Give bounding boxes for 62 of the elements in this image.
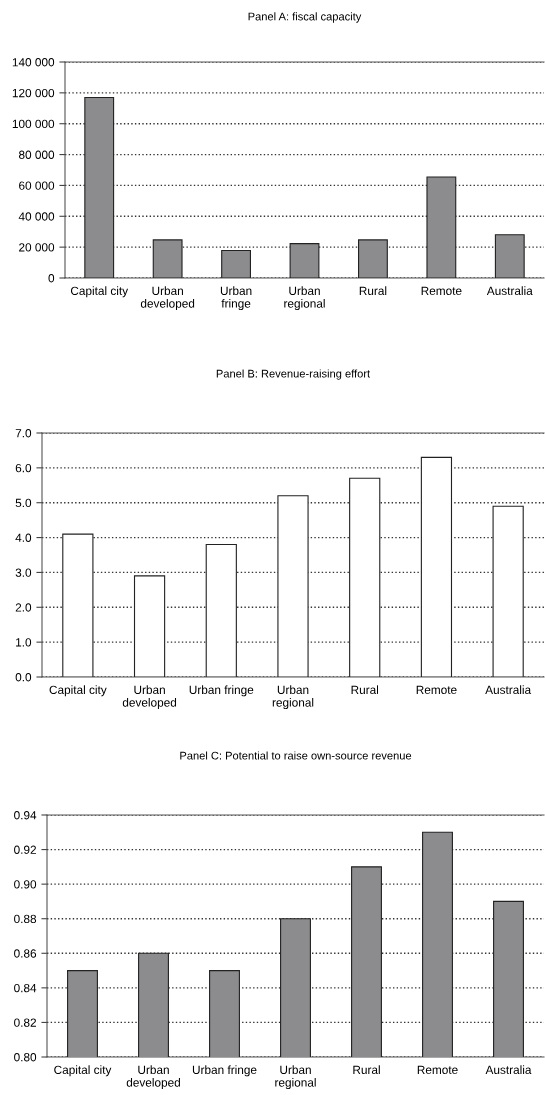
y-tick-label: 0.88	[14, 914, 37, 924]
x-tick-label: Urban fringe	[192, 1065, 257, 1077]
y-tick-label: 0.92	[14, 845, 36, 854]
bar	[420, 456, 453, 677]
y-tick-label: 0.84	[14, 983, 37, 993]
bar	[221, 249, 251, 278]
bar	[205, 543, 237, 677]
chart-title: Panel A: fiscal capacity	[248, 12, 362, 23]
y-tick-label: 100 000	[12, 119, 55, 129]
y-tick-label: 60 000	[19, 181, 55, 190]
x-tick-label: Urban regional	[275, 1065, 316, 1090]
x-tick-label: Remote	[421, 286, 462, 295]
bar	[277, 495, 309, 677]
bar	[492, 505, 524, 677]
x-tick-label: Remote	[416, 685, 457, 694]
x-tick-label: Capital city	[54, 1065, 112, 1077]
x-tick-label: Urban regional	[272, 685, 314, 710]
x-tick-label: Urban fringe	[220, 286, 252, 311]
y-tick-label: 2.0	[15, 603, 32, 612]
x-tick-label: Capital city	[70, 286, 129, 298]
bar	[152, 239, 183, 278]
y-tick-label: 20 000	[19, 243, 55, 252]
x-tick-label: Australia	[486, 286, 533, 295]
y-tick-label: 40 000	[18, 212, 55, 221]
x-tick-label: Urban developed	[122, 685, 177, 710]
y-tick-label: 7.0	[15, 429, 32, 438]
y-tick-label: 3.0	[15, 568, 32, 577]
y-tick-label: 4.0	[15, 533, 32, 542]
x-tick-label: Urban developed	[126, 1065, 180, 1090]
y-tick-label: 0.82	[14, 1018, 36, 1027]
y-tick-label: 0.80	[14, 1053, 37, 1062]
x-tick-label: Remote	[417, 1065, 458, 1074]
x-tick-label: Urban regional	[284, 286, 325, 311]
bar	[426, 176, 457, 278]
bar	[358, 239, 388, 278]
y-tick-label: 80 000	[18, 150, 55, 159]
y-tick-label: 120 000	[12, 88, 55, 98]
y-tick-label: 0	[48, 274, 55, 283]
y-tick-label: 0.94	[14, 811, 37, 820]
x-tick-label: Capital city	[49, 685, 107, 697]
y-tick-label: 140 000	[12, 58, 55, 67]
bar	[133, 575, 166, 677]
bar	[349, 477, 381, 677]
x-tick-label: Urban developed	[140, 286, 195, 311]
y-tick-label: 6.0	[15, 463, 32, 473]
x-tick-label: Urban fringe	[189, 685, 254, 697]
bar	[494, 234, 525, 278]
bar	[62, 533, 94, 677]
y-tick-label: 0.0	[15, 673, 32, 682]
bar	[84, 96, 115, 278]
x-tick-label: Rural	[353, 1065, 380, 1074]
x-tick-label: Rural	[351, 685, 379, 694]
x-tick-label: Australia	[485, 1065, 532, 1074]
x-tick-label: Australia	[485, 685, 532, 694]
x-tick-label: Rural	[359, 286, 387, 295]
y-tick-label: 1.0	[16, 638, 32, 647]
chart-title: Panel C: Potential to raise own-source revenue	[180, 751, 412, 760]
bar	[289, 243, 320, 278]
chart-title: Panel B: Revenue-raising effort	[216, 369, 371, 380]
y-tick-label: 5.0	[15, 498, 32, 508]
y-tick-label: 0.86	[14, 949, 37, 958]
y-tick-label: 0.90	[14, 880, 37, 889]
